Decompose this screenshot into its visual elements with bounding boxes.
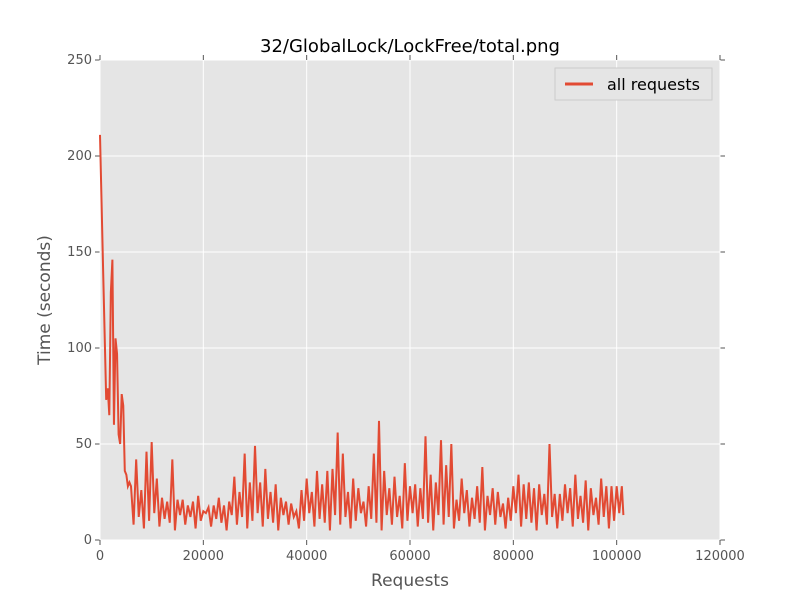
y-tick-label: 50 <box>75 437 92 452</box>
x-tick-label: 60000 <box>389 549 430 564</box>
y-tick-label: 100 <box>67 341 92 356</box>
x-tick-label: 100000 <box>592 549 642 564</box>
x-tick-label: 120000 <box>695 549 745 564</box>
y-tick-label: 150 <box>67 245 92 260</box>
chart-title: 32/GlobalLock/LockFree/total.png <box>260 36 560 57</box>
x-axis-label: Requests <box>371 571 449 591</box>
legend-label: all requests <box>607 75 700 94</box>
y-axis-label: Time (seconds) <box>35 235 55 366</box>
x-tick-label: 80000 <box>493 549 534 564</box>
x-tick-label: 40000 <box>286 549 327 564</box>
y-tick-label: 200 <box>67 149 92 164</box>
data-line <box>99 134 625 531</box>
y-tick-label: 250 <box>67 53 92 68</box>
x-tick-label: 20000 <box>183 549 224 564</box>
legend: all requests <box>554 67 713 101</box>
y-tick-label: 0 <box>84 533 92 548</box>
x-tick-label: 0 <box>96 549 104 564</box>
